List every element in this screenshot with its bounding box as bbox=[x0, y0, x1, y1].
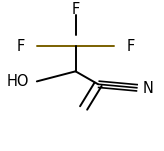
Text: F: F bbox=[72, 2, 80, 17]
Text: N: N bbox=[143, 81, 154, 96]
Text: F: F bbox=[126, 39, 134, 54]
Text: HO: HO bbox=[6, 74, 29, 89]
Text: F: F bbox=[17, 39, 25, 54]
